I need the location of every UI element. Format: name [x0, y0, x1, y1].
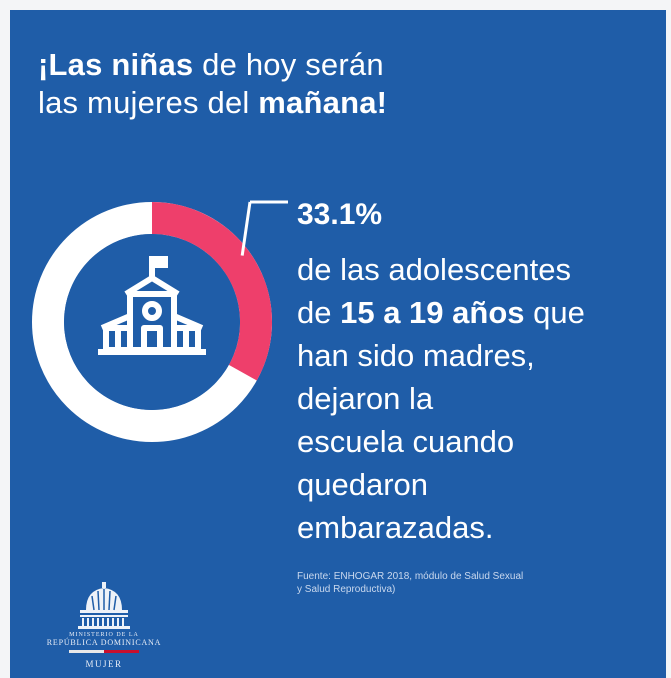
- description-line-6: quedaron: [297, 467, 429, 502]
- statistic-value: 33.1%: [297, 198, 383, 231]
- source-line-2: y Salud Reproductiva): [297, 584, 396, 595]
- headline: ¡Las niñas de hoy serán las mujeres del …: [38, 46, 387, 122]
- capitol-dome-icon: [78, 582, 130, 629]
- description-line-2-pre: de: [297, 295, 341, 330]
- donut-inner: [64, 234, 240, 410]
- headline-bold-2: mañana!: [258, 85, 388, 120]
- infographic-poster: ¡Las niñas de hoy serán las mujeres del …: [10, 10, 666, 678]
- leader-line: [240, 201, 252, 256]
- headline-text-2: las mujeres del: [38, 85, 259, 120]
- description-line-7: embarazadas.: [297, 510, 494, 545]
- source-line-1: Fuente: ENHOGAR 2018, módulo de Salud Se…: [297, 571, 524, 582]
- description-line-1: de las adolescentes: [297, 252, 572, 287]
- ministry-logo: MINISTERIO DE LA REPÚBLICA DOMINICANA MU…: [24, 582, 184, 669]
- headline-bold-1: ¡Las niñas: [38, 47, 194, 82]
- statistic-description: de las adolescentes de 15 a 19 años que …: [297, 248, 657, 549]
- description-line-3: han sido madres,: [297, 338, 535, 373]
- donut-percentage-arc: [151, 202, 272, 381]
- percentage-donut-chart: [32, 200, 288, 442]
- headline-line-1: ¡Las niñas de hoy serán: [38, 46, 387, 84]
- description-line-5: escuela cuando: [297, 424, 515, 459]
- source-note: Fuente: ENHOGAR 2018, módulo de Salud Se…: [297, 570, 627, 596]
- description-line-4: dejaron la: [297, 381, 434, 416]
- description-age-range: 15 a 19 años: [340, 295, 525, 330]
- headline-line-2: las mujeres del mañana!: [38, 84, 387, 122]
- headline-text-1: de hoy serán: [193, 47, 384, 82]
- description-line-2-post: que: [524, 295, 585, 330]
- logo-line-3: MUJER: [85, 659, 123, 669]
- logo-line-1: MINISTERIO DE LA: [69, 632, 139, 638]
- description-line-2: de 15 a 19 años que: [297, 291, 657, 334]
- logo-divider: [69, 650, 139, 653]
- logo-line-2: REPÚBLICA DOMINICANA: [46, 638, 162, 647]
- school-building-icon: [98, 256, 206, 355]
